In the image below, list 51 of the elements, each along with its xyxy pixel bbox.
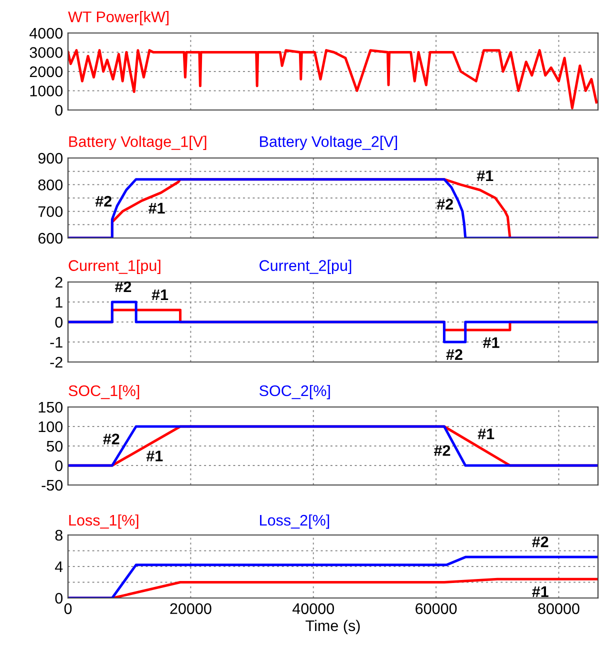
annotation: #2 <box>446 349 462 360</box>
annotation: #2 <box>114 281 132 292</box>
series-label: WT Power[kW] <box>68 11 168 26</box>
text: SOC_1[%] <box>68 384 140 400</box>
y-tick-label: 150 <box>38 402 63 413</box>
annotation: #1 <box>532 586 548 597</box>
series-label: SOC_2[%] <box>259 384 330 400</box>
y-tick-label: 4000 <box>30 28 63 39</box>
annotation: #1 <box>483 337 500 348</box>
annotation: #1 <box>478 428 494 440</box>
y-tick-label: 1 <box>56 297 62 308</box>
annotation: #1 <box>476 170 494 182</box>
y-tick-label: 100 <box>38 421 63 432</box>
annotation: #1 <box>148 202 165 214</box>
annotation: #2 <box>532 536 548 548</box>
y-tick-label: 4 <box>54 562 63 572</box>
x-axis-title: Time (s) <box>306 620 360 634</box>
x-tick-label: 80000 <box>538 603 580 614</box>
y-tick-label: 600 <box>38 232 63 244</box>
annotation: #2 <box>436 198 454 210</box>
y-tick-label: 8 <box>55 530 62 541</box>
text: Loss_2[%] <box>260 514 330 529</box>
x-tick-label: 60000 <box>416 603 457 614</box>
y-tick-label: 50 <box>46 440 63 452</box>
y-tick-label: 0 <box>55 316 63 328</box>
y-tick-label: 2 <box>55 276 62 288</box>
y-tick-label: 700 <box>38 206 63 218</box>
annotation: #2 <box>103 434 120 444</box>
annotation: #2 <box>95 196 112 206</box>
y-tick-label: 3000 <box>30 47 63 58</box>
y-tick-label: -50 <box>42 480 63 491</box>
y-tick-label: 2000 <box>30 66 63 78</box>
y-tick-label: -1 <box>50 337 62 348</box>
x-tick-label: 40000 <box>292 603 334 614</box>
y-tick-label: 900 <box>38 152 63 164</box>
series-label: Battery Voltage_2[V] <box>260 136 398 150</box>
annotation: #2 <box>434 445 450 456</box>
text: Loss_1[%] <box>69 514 138 529</box>
x-tick-label: 20000 <box>170 603 212 614</box>
y-tick-label: 0 <box>55 592 63 604</box>
x-tick-label: 0 <box>64 603 72 614</box>
y-tick-label: 0 <box>55 104 63 116</box>
y-tick-label: -2 <box>50 356 62 368</box>
y-tick-label: 1000 <box>30 86 63 96</box>
y-tick-label: 800 <box>38 180 63 190</box>
y-tick-label: 0 <box>55 460 63 472</box>
text: Current_2[pu] <box>260 260 352 274</box>
text: Current_1[pu] <box>68 260 160 274</box>
annotation: #1 <box>152 290 168 300</box>
series-label: Battery Voltage_1[V] <box>69 136 206 150</box>
annotation: #1 <box>146 450 163 462</box>
